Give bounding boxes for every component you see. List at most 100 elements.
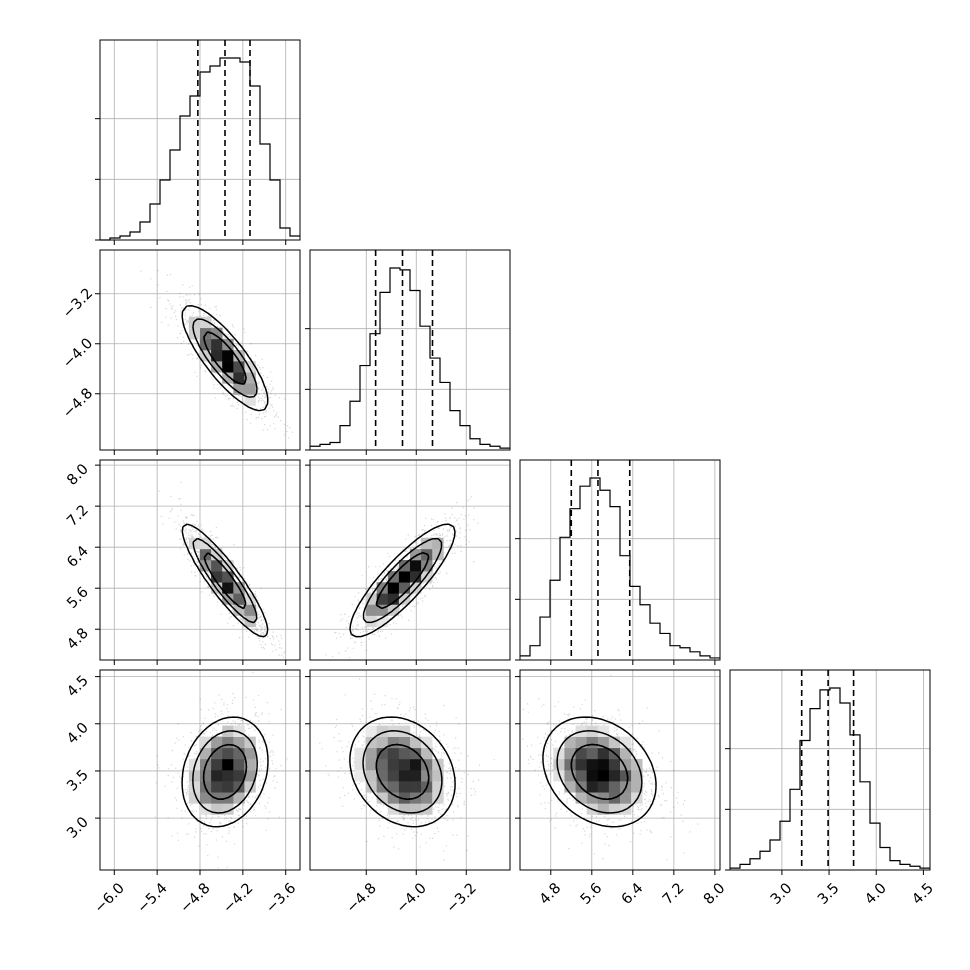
density-cell bbox=[410, 758, 422, 771]
density-cell bbox=[586, 792, 599, 804]
x-tick-label-0-3: −4.2 bbox=[220, 880, 256, 916]
density-cell bbox=[233, 781, 245, 793]
density-cell bbox=[387, 593, 400, 605]
joint-frame-3-1 bbox=[309, 669, 511, 871]
density-cell bbox=[387, 770, 400, 782]
density-cell bbox=[222, 770, 234, 782]
density-cell bbox=[564, 736, 576, 749]
density-cell bbox=[597, 792, 610, 804]
density-cell bbox=[211, 548, 223, 561]
density-cell bbox=[233, 747, 245, 760]
density-cell bbox=[421, 560, 433, 572]
contour-line-1 bbox=[570, 743, 629, 800]
density-cell bbox=[575, 747, 587, 760]
density-cell bbox=[398, 736, 411, 749]
density-cell bbox=[387, 736, 400, 749]
joint-panel-3-0 bbox=[100, 670, 300, 870]
density-cell bbox=[211, 736, 223, 749]
density-cell bbox=[244, 747, 256, 760]
density-cell bbox=[222, 338, 234, 351]
density-cell bbox=[376, 758, 389, 771]
density-cell bbox=[398, 747, 411, 760]
joint-panel-2-0 bbox=[100, 460, 300, 660]
density-cell bbox=[387, 747, 400, 760]
density-cell bbox=[244, 604, 256, 616]
density-cell bbox=[376, 736, 389, 749]
density-cell bbox=[575, 792, 587, 804]
density-cell bbox=[211, 350, 223, 362]
x-tick-label-1-0: −4.8 bbox=[344, 880, 380, 916]
density-cell bbox=[244, 770, 256, 782]
density-cell bbox=[620, 758, 632, 771]
density-cell bbox=[586, 736, 599, 749]
contour-line-2 bbox=[362, 730, 443, 814]
joint-frame-2-1 bbox=[309, 459, 511, 661]
density-cell bbox=[410, 803, 422, 815]
density-cell bbox=[188, 537, 201, 550]
density-cell bbox=[608, 781, 621, 793]
density-cell bbox=[597, 803, 610, 815]
density-cell bbox=[200, 747, 212, 760]
density-cell bbox=[410, 571, 422, 583]
density-cell bbox=[244, 781, 256, 793]
density-cell bbox=[398, 571, 411, 583]
density-cell bbox=[410, 747, 422, 760]
x-tick-label-1-1: −4.0 bbox=[394, 880, 430, 916]
density-cell bbox=[222, 361, 234, 373]
y-tick-label-2-1: 5.6 bbox=[64, 584, 92, 612]
density-cell bbox=[222, 736, 234, 749]
density-cell bbox=[586, 770, 599, 782]
density-cell bbox=[398, 582, 411, 594]
y-tick-label-1-1: −4.0 bbox=[60, 336, 96, 372]
histogram-step-0 bbox=[100, 57, 300, 241]
density-cell bbox=[631, 758, 643, 771]
density-cell bbox=[421, 758, 433, 771]
density-cell bbox=[597, 770, 610, 782]
contour-line-3 bbox=[181, 716, 269, 828]
density-cell bbox=[365, 725, 377, 737]
density-cell bbox=[398, 803, 411, 815]
histogram-step-1 bbox=[310, 267, 510, 449]
density-cell bbox=[365, 770, 377, 782]
density-cell bbox=[410, 736, 422, 749]
x-tick-label-2-4: 8.0 bbox=[701, 880, 729, 908]
x-tick-label-3-3: 4.5 bbox=[909, 880, 937, 908]
density-cell bbox=[200, 560, 212, 572]
histogram-frame-3 bbox=[729, 669, 931, 871]
density-cell bbox=[211, 338, 223, 351]
histogram-step-3 bbox=[730, 687, 930, 869]
density-cell bbox=[398, 792, 411, 804]
density-cell bbox=[211, 560, 223, 572]
density-cell bbox=[564, 770, 576, 782]
density-cell bbox=[354, 747, 366, 760]
x-tick-label-3-1: 3.5 bbox=[815, 880, 843, 908]
contour-line-1 bbox=[375, 743, 430, 800]
density-cell bbox=[620, 747, 632, 760]
contour-line-1 bbox=[203, 331, 247, 385]
y-tick-label-2-3: 7.2 bbox=[64, 502, 92, 530]
density-cell bbox=[620, 736, 632, 749]
density-cell bbox=[244, 758, 256, 771]
histogram-step-2 bbox=[520, 477, 720, 659]
density-cell bbox=[244, 372, 256, 384]
contour-line-1 bbox=[202, 743, 248, 800]
histogram-panel-3 bbox=[725, 670, 930, 871]
density-cell bbox=[421, 770, 433, 782]
contour-line-2 bbox=[192, 537, 258, 624]
density-cell bbox=[222, 582, 234, 594]
density-cell bbox=[188, 770, 201, 782]
density-cell bbox=[421, 792, 433, 804]
contour-line-2 bbox=[192, 730, 258, 814]
density-cell bbox=[398, 770, 411, 782]
x-tick-label-0-4: −3.6 bbox=[263, 880, 299, 916]
density-cell bbox=[365, 615, 377, 627]
density-cell bbox=[376, 770, 389, 782]
histogram-panel-1 bbox=[305, 250, 510, 451]
y-tick-label-3-3: 4.5 bbox=[64, 673, 92, 701]
density-cell bbox=[421, 747, 433, 760]
contour-line-1 bbox=[375, 551, 430, 610]
density-cell bbox=[398, 560, 411, 572]
y-tick-label-1-2: −3.2 bbox=[60, 286, 96, 322]
density-cell bbox=[233, 593, 245, 605]
density-cell bbox=[365, 604, 377, 616]
